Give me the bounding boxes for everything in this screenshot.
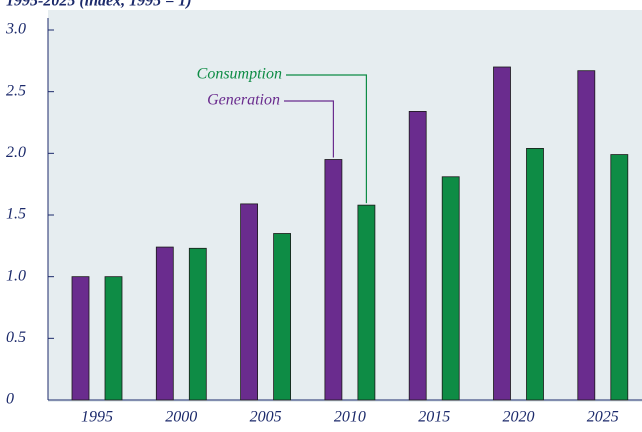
- legend-label: Generation: [207, 92, 280, 109]
- legend-leader: [284, 100, 334, 158]
- bar: [155, 246, 174, 401]
- bar: [104, 276, 123, 401]
- bar: [240, 203, 259, 401]
- bar: [441, 176, 460, 401]
- legend-label: Consumption: [197, 66, 282, 83]
- bar: [188, 247, 207, 401]
- y-tick-label: 2.5: [6, 82, 26, 99]
- x-tick-label: 1995: [81, 409, 113, 426]
- x-tick-label: 2020: [503, 409, 535, 426]
- bar: [493, 66, 511, 401]
- bar: [577, 70, 596, 401]
- bar: [526, 147, 544, 401]
- y-tick-label: 1.5: [6, 206, 26, 223]
- bar: [273, 233, 292, 401]
- y-tick-label: 0: [6, 391, 14, 408]
- x-tick-label: 2000: [165, 409, 197, 426]
- x-tick-label: 2005: [250, 409, 282, 426]
- y-tick-label: 1.0: [6, 267, 26, 284]
- x-tick-label: 2015: [418, 409, 450, 426]
- bar: [610, 154, 629, 401]
- bar: [357, 204, 376, 401]
- y-tick-label: 3.0: [5, 21, 26, 38]
- y-tick-label: 0.5: [6, 329, 26, 346]
- bar: [71, 276, 90, 401]
- x-tick-label: 2010: [334, 409, 366, 426]
- legend-leader: [286, 74, 367, 204]
- chart-subtitle: 1995-2025 (index, 1995 = 1): [6, 0, 192, 10]
- bar: [408, 111, 427, 401]
- x-tick-label: 2025: [587, 409, 619, 426]
- bar: [324, 159, 343, 401]
- y-tick-label: 2.0: [6, 144, 26, 161]
- plot-background: [48, 10, 642, 402]
